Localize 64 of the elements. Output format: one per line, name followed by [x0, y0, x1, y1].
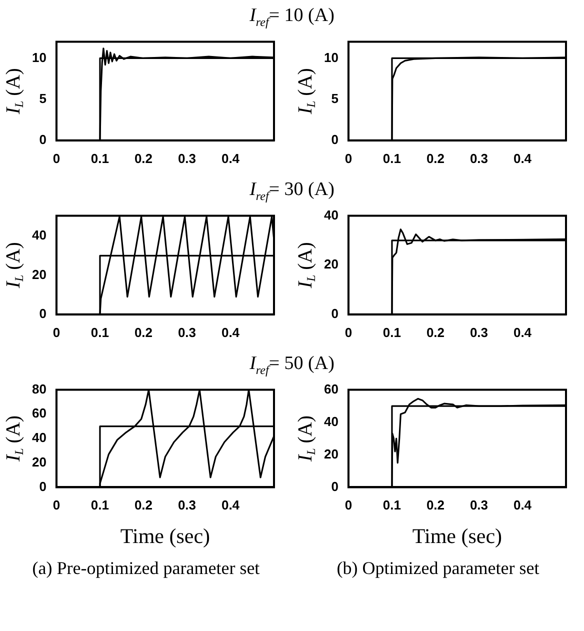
y-tick-label: 60 [324, 381, 338, 396]
y-tick-label: 0 [39, 478, 46, 494]
x-tick-label: 0.4 [513, 324, 532, 340]
x-tick-label: 0 [52, 498, 60, 513]
x-tick-label: 0.1 [90, 498, 110, 513]
x-tick-label: 0.1 [382, 498, 402, 513]
x-tick-label: 0.3 [178, 498, 196, 513]
x-tick-label: 0.4 [221, 150, 240, 166]
text: (a) Pre-optimized parameter set [31, 558, 261, 579]
x-tick-label: 0.2 [426, 150, 445, 166]
y-tick-label: 0 [331, 306, 338, 321]
x-tick-label: 0 [52, 150, 60, 166]
x-tick-label: 0.3 [178, 150, 196, 166]
x-tick-label: 0.4 [221, 324, 240, 340]
y-tick-label: 40 [32, 228, 46, 243]
y-tick-label: 20 [32, 266, 46, 282]
y-tick-label: 20 [324, 256, 338, 272]
y-tick-label: 20 [32, 454, 46, 470]
chart-title: I$_{ref}$= 30 (A) [248, 178, 336, 205]
y-tick-label: 5 [331, 90, 338, 106]
y-axis-title: IL (A) [2, 242, 26, 290]
chart-title: I$_{ref}$= 50 (A) [248, 352, 336, 379]
x-axis-title: Time (sec) [412, 524, 502, 548]
x-tick-label: 0 [52, 324, 60, 340]
y-tick-label: 80 [32, 381, 46, 396]
x-tick-label: 0.3 [178, 324, 196, 340]
y-tick-label: 5 [39, 90, 46, 106]
y-tick-label: 10 [32, 50, 46, 65]
x-tick-label: 0.2 [134, 150, 153, 166]
x-tick-label: 0.3 [470, 150, 488, 166]
x-tick-label: 0 [344, 498, 352, 513]
x-tick-label: 0 [344, 324, 352, 340]
y-axis-title: IL (A) [294, 68, 318, 116]
y-axis-title: IL (A) [2, 68, 26, 116]
x-tick-label: 0.2 [426, 324, 445, 340]
y-axis-title: IL (A) [294, 415, 318, 463]
x-tick-label: 0.4 [221, 498, 240, 513]
y-tick-label: 0 [39, 306, 46, 321]
x-tick-label: 0.3 [470, 498, 488, 513]
x-tick-label: 0.1 [90, 324, 110, 340]
y-axis-title: IL (A) [2, 415, 26, 463]
x-tick-label: 0.1 [382, 150, 402, 166]
y-tick-label: 40 [324, 207, 338, 222]
y-tick-label: 40 [32, 430, 46, 446]
x-tick-label: 0.1 [90, 150, 110, 166]
x-axis-title: Time (sec) [120, 524, 210, 548]
y-tick-label: 10 [324, 50, 338, 65]
x-tick-label: 0 [344, 150, 352, 166]
x-tick-label: 0.1 [382, 324, 402, 340]
text: (b) Optimized parameter set [336, 558, 540, 579]
y-tick-label: 0 [331, 478, 338, 494]
x-tick-label: 0.2 [426, 498, 445, 513]
y-tick-label: 0 [331, 132, 338, 147]
y-axis-title: IL (A) [294, 242, 318, 290]
y-tick-label: 0 [39, 132, 46, 147]
x-tick-label: 0.2 [134, 324, 153, 340]
x-tick-label: 0.4 [513, 150, 532, 166]
x-tick-label: 0.2 [134, 498, 153, 513]
y-tick-label: 40 [324, 414, 338, 429]
x-tick-label: 0.4 [513, 498, 532, 513]
x-tick-label: 0.3 [470, 324, 488, 340]
y-tick-label: 20 [324, 446, 338, 462]
chart-title: I$_{ref}$= 10 (A) [248, 4, 336, 31]
y-tick-label: 60 [32, 406, 46, 421]
